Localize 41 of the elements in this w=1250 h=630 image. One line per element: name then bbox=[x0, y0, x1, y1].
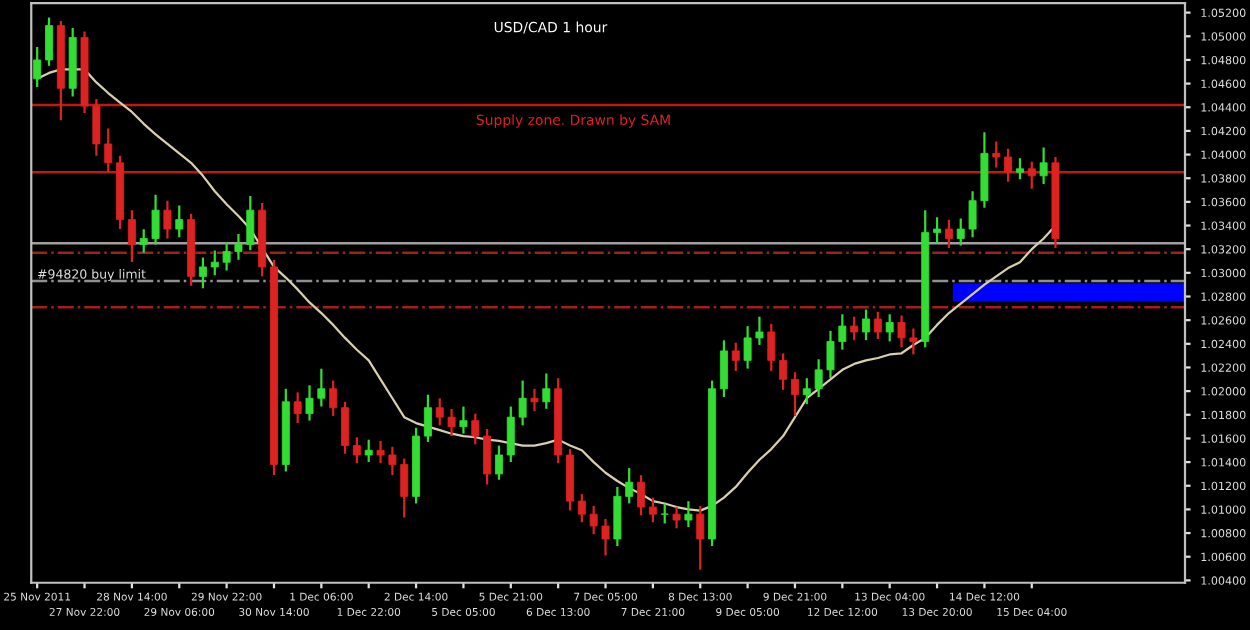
candlestick bbox=[33, 46, 42, 88]
candlestick bbox=[530, 388, 539, 412]
candlestick bbox=[566, 449, 574, 511]
candlestick bbox=[423, 394, 432, 442]
candlestick bbox=[779, 353, 788, 390]
candlestick bbox=[1027, 161, 1036, 189]
candlestick bbox=[885, 314, 894, 342]
candlestick bbox=[637, 475, 646, 516]
candlestick bbox=[494, 445, 503, 480]
candlestick bbox=[719, 340, 728, 397]
candlestick bbox=[992, 141, 1001, 168]
candlestick bbox=[175, 205, 184, 238]
candlestick bbox=[341, 401, 349, 454]
candlestick bbox=[696, 505, 705, 570]
candlestick bbox=[127, 210, 136, 263]
candlestick bbox=[944, 219, 953, 248]
candlestick bbox=[731, 342, 740, 371]
candlestick bbox=[1004, 148, 1013, 182]
candlestick bbox=[198, 257, 207, 289]
candlestick bbox=[660, 503, 669, 524]
candlestick bbox=[648, 497, 657, 523]
candlestick bbox=[293, 392, 302, 423]
candlestick bbox=[862, 309, 870, 341]
candlestick bbox=[163, 200, 172, 239]
candlestick bbox=[483, 429, 492, 485]
candlestick bbox=[672, 507, 681, 529]
candlestick bbox=[873, 311, 882, 340]
candlestick bbox=[45, 17, 53, 66]
candlestick bbox=[471, 413, 480, 445]
candlestick bbox=[850, 316, 859, 341]
candlestick bbox=[364, 439, 373, 463]
candlestick bbox=[329, 380, 338, 416]
candlestick bbox=[767, 323, 776, 371]
candlestick bbox=[1039, 147, 1048, 185]
candlestick bbox=[542, 373, 551, 409]
candlestick bbox=[352, 437, 361, 464]
candlestick bbox=[459, 406, 468, 434]
candlestick bbox=[791, 372, 799, 416]
candlestick bbox=[1015, 158, 1024, 180]
candlestick bbox=[684, 501, 693, 528]
candlestick bbox=[933, 217, 942, 244]
